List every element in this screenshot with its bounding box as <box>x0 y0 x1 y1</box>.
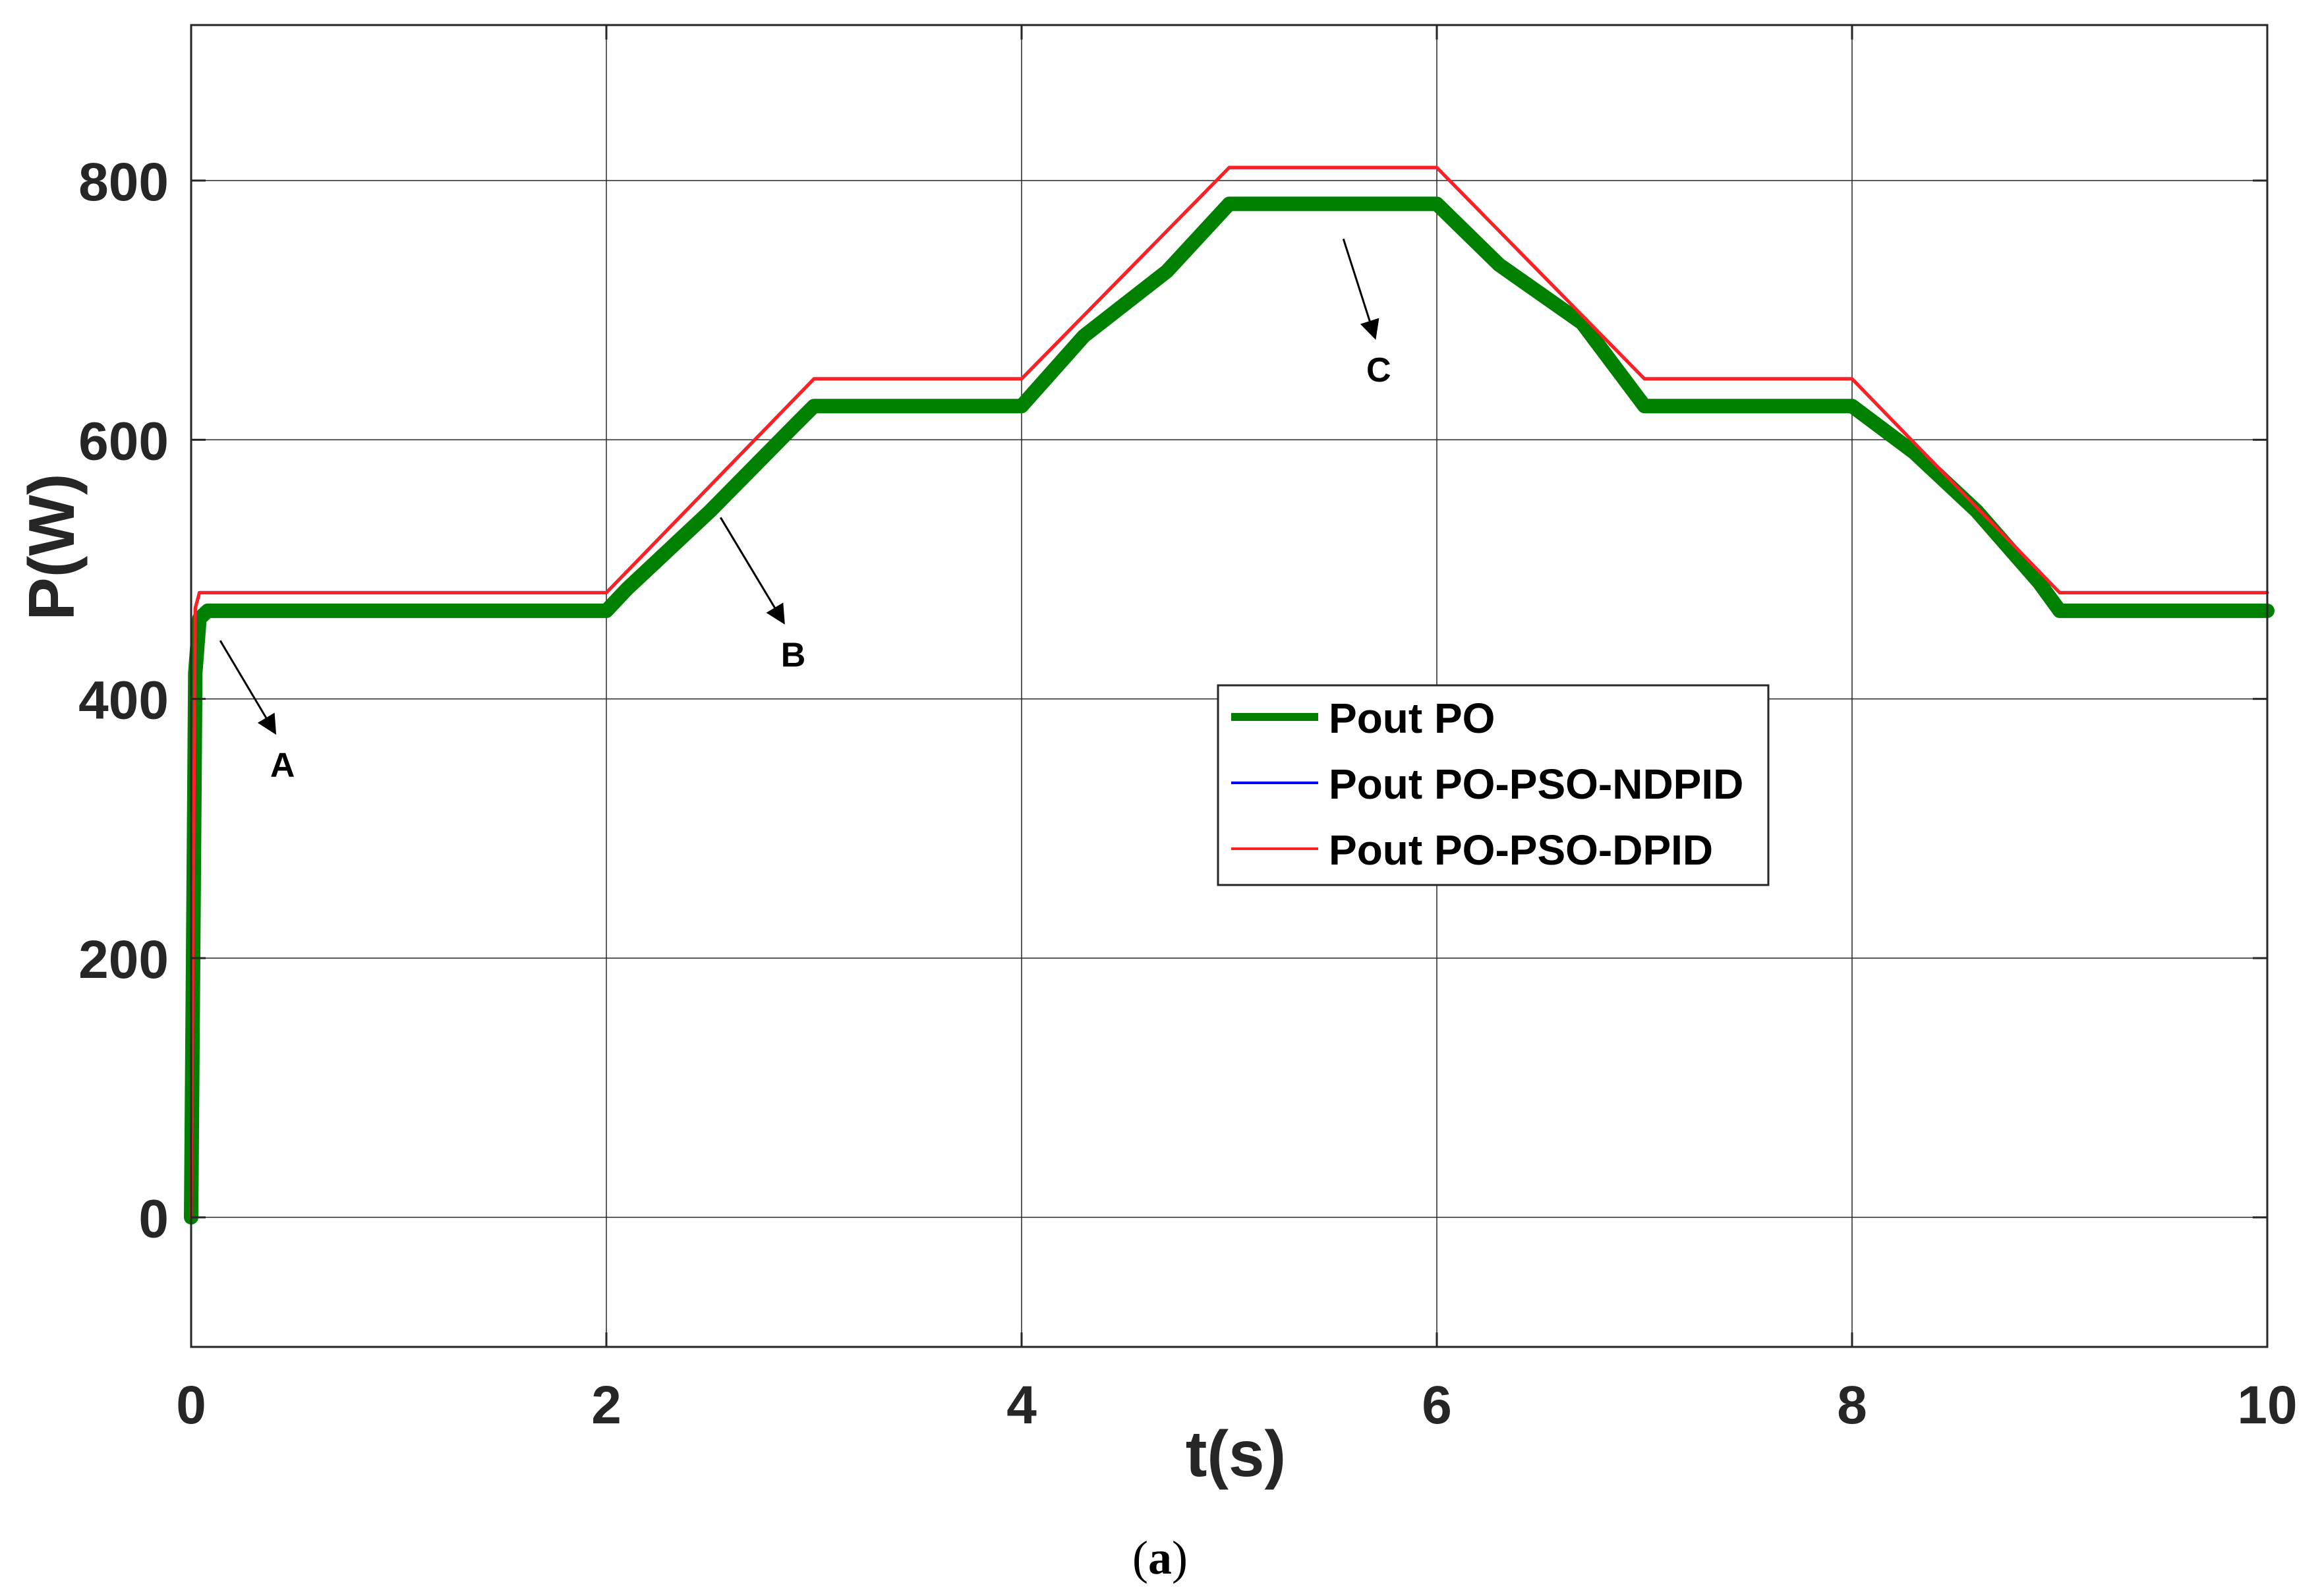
series-line-pout-po <box>184 196 2275 1225</box>
y-tick-label: 200 <box>78 930 169 990</box>
series-lines <box>184 165 2275 1225</box>
caption-close-paren: ) <box>1172 1531 1188 1584</box>
y-tick-label: 600 <box>78 411 169 471</box>
x-tick-label: 6 <box>1422 1375 1452 1435</box>
x-tick-label: 0 <box>176 1375 206 1435</box>
y-axis-label: P(W) <box>15 473 88 620</box>
x-tick-label: 2 <box>591 1375 622 1435</box>
legend-label-pout-po-pso-ndpid: Pout PO-PSO-NDPID <box>1329 760 1743 808</box>
series-line-pout-po-pso-dpid <box>189 165 2269 1219</box>
y-tick-label: 800 <box>78 152 169 212</box>
y-tick-label: 400 <box>78 671 169 731</box>
x-axis-label: t(s) <box>1186 1417 1286 1490</box>
caption-letter: a <box>1148 1531 1172 1584</box>
x-tick-label: 10 <box>2237 1375 2297 1435</box>
legend-label-pout-po-pso-dpid: Pout PO-PSO-DPID <box>1329 826 1713 874</box>
x-tick-label: 8 <box>1837 1375 1867 1435</box>
annotation-arrow-c <box>1342 239 1379 340</box>
annotation-label-a: A <box>270 747 295 785</box>
annotations: A B C <box>219 239 1391 785</box>
annotation-label-b: B <box>781 637 806 675</box>
legend: Pout PO Pout PO-PSO-NDPID Pout PO-PSO-DP… <box>1217 684 1770 886</box>
annotation-label-c: C <box>1366 351 1391 389</box>
plot-frame <box>190 24 2269 1348</box>
x-tick-label: 4 <box>1006 1375 1037 1435</box>
y-tick-label: 0 <box>138 1189 169 1249</box>
grid <box>190 25 2268 1347</box>
tick-labels: 0 2 4 6 8 10 0 200 400 600 800 <box>78 25 2298 1435</box>
legend-label-pout-po: Pout PO <box>1329 695 1495 742</box>
caption-open-paren: ( <box>1132 1531 1148 1584</box>
figure-caption: (a) <box>1132 1531 1188 1584</box>
annotation-arrow-b <box>719 517 785 625</box>
annotation-arrow-a <box>219 640 277 735</box>
